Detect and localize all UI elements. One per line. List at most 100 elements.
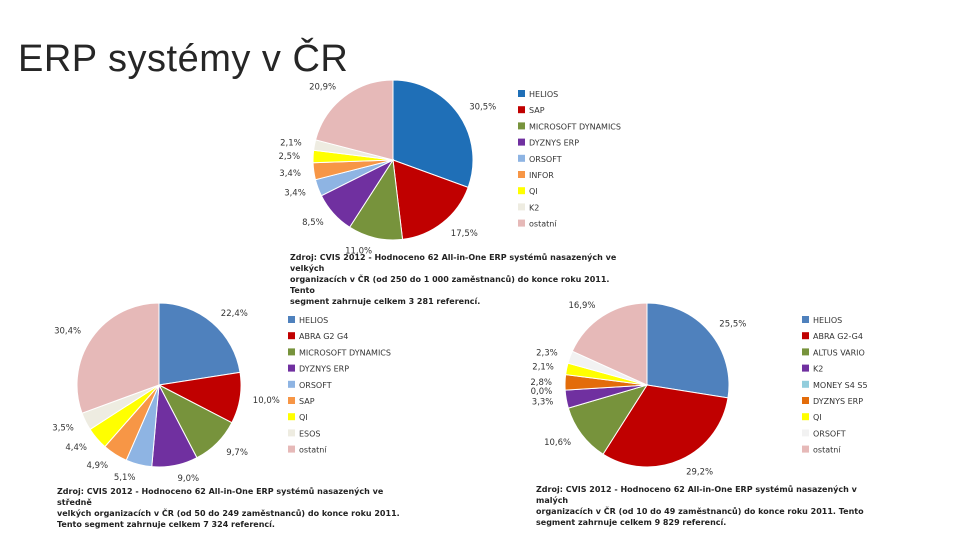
- legend-label: ABRA G2-G4: [813, 332, 863, 341]
- legend-label: DYZNYS ERP: [529, 139, 579, 148]
- legend-swatch: [288, 380, 295, 388]
- legend-swatch: [288, 397, 295, 404]
- legend-swatch: [518, 106, 525, 114]
- slice-data-label: 10,6%: [544, 438, 571, 448]
- legend-swatch: [518, 219, 525, 227]
- legend-swatch: [518, 90, 525, 97]
- legend-label: ABRA G2 G4: [299, 332, 348, 341]
- pie-slice-ostatn-: [571, 302, 648, 386]
- pie-chart-svg: 22,4% 10,0% 9,7% 9,0% 5,1% 4,9% 4,4% 3,5% 30,4% H…: [52, 302, 391, 484]
- legend-label: ESOS: [299, 429, 321, 438]
- legend-label: ostatní: [813, 446, 841, 455]
- legend-label: MONEY S4 S5: [813, 381, 868, 390]
- legend-swatch: [288, 429, 295, 437]
- legend-swatch: [288, 332, 295, 340]
- pie-chart-medium-orgs: 22,4% 10,0% 9,7% 9,0% 5,1% 4,9% 4,4% 3,5% 30,4% H…: [45, 300, 415, 530]
- legend-swatch: [288, 316, 295, 323]
- caption-line: organizacích v ČR (od 250 do 1 000 zaměs…: [290, 275, 610, 295]
- legend-swatch: [518, 203, 525, 211]
- slice-data-label: 2,1%: [532, 362, 554, 372]
- pie-slice-helios: [646, 302, 730, 399]
- slice-data-label: 4,9%: [86, 461, 108, 471]
- legend-label: QI: [529, 187, 538, 196]
- legend-swatch: [518, 154, 525, 162]
- legend-label: ostatní: [529, 220, 557, 229]
- legend-swatch: [288, 348, 295, 356]
- legend-swatch: [518, 138, 525, 146]
- slice-data-label: 3,3%: [532, 398, 554, 408]
- slice-data-label: 2,1%: [280, 139, 302, 149]
- legend-label: DYZNYS ERP: [813, 397, 863, 406]
- caption-line: Zdroj: CVIS 2012 - Hodnoceno 62 All-in-O…: [290, 253, 617, 273]
- slice-data-label: 30,4%: [54, 327, 81, 337]
- slice-data-label: 9,7%: [226, 448, 248, 458]
- pie-chart-svg: 30,5% 17,5% 11,0% 8,5% 3,4% 3,4% 2,5% 2,1% 20,9%…: [278, 79, 621, 257]
- legend-swatch: [288, 364, 295, 372]
- legend-label: SAP: [299, 397, 315, 406]
- slice-data-label: 2,8%: [530, 378, 552, 388]
- caption-line: Tento segment zahrnuje celkem 7 324 refe…: [57, 520, 275, 529]
- legend-label: ALTUS VARIO: [813, 348, 865, 357]
- slice-data-label: 29,2%: [686, 468, 713, 478]
- slice-data-label: 17,5%: [451, 229, 478, 239]
- legend-label: SAP: [529, 106, 545, 115]
- legend-swatch: [802, 397, 809, 404]
- legend-label: QI: [813, 413, 822, 422]
- slide-title: ERP systémy v ČR: [18, 38, 349, 80]
- slice-data-label: 2,5%: [278, 152, 300, 162]
- slice-data-label: 9,0%: [178, 474, 200, 484]
- legend-swatch: [288, 413, 295, 421]
- legend-swatch: [802, 380, 809, 388]
- legend-label: QI: [299, 413, 308, 422]
- pie-chart-small-orgs: 25,5% 29,2% 10,6% 3,3% 0,0% 2,8% 2,1% 2,3% 16,9%…: [530, 300, 900, 528]
- slice-data-label: 5,1%: [114, 473, 136, 483]
- slice-data-label: 30,5%: [469, 103, 496, 113]
- pie-slice-helios: [158, 302, 241, 386]
- legend-swatch: [518, 171, 525, 178]
- legend-label: K2: [529, 203, 539, 212]
- legend-label: MICROSOFT DYNAMICS: [299, 348, 391, 357]
- legend-swatch: [802, 332, 809, 340]
- slice-data-label: 3,4%: [279, 169, 301, 179]
- chart-caption: Zdroj: CVIS 2012 - Hodnoceno 62 All-in-O…: [57, 486, 412, 530]
- caption-line: Zdroj: CVIS 2012 - Hodnoceno 62 All-in-O…: [536, 485, 857, 505]
- legend-label: K2: [813, 365, 823, 374]
- caption-line: velkých organizacích v ČR (od 50 do 249 …: [57, 509, 400, 518]
- pie-slice-ostatn-: [314, 79, 394, 161]
- caption-line: segment zahrnuje celkem 3 281 referencí.: [290, 297, 481, 306]
- legend-swatch: [802, 445, 809, 453]
- legend-swatch: [802, 348, 809, 356]
- legend-label: HELIOS: [529, 90, 558, 99]
- legend-swatch: [802, 364, 809, 372]
- chart-caption: Zdroj: CVIS 2012 - Hodnoceno 62 All-in-O…: [536, 484, 891, 528]
- legend-swatch: [802, 413, 809, 421]
- slice-data-label: 4,4%: [65, 443, 87, 453]
- slice-data-label: 11,0%: [345, 247, 372, 257]
- legend-swatch: [518, 187, 525, 195]
- slice-data-label: 2,3%: [536, 349, 558, 359]
- pie-slice-sap: [392, 159, 469, 240]
- slice-data-label: 10,0%: [253, 396, 280, 406]
- chart-caption: Zdroj: CVIS 2012 - Hodnoceno 62 All-in-O…: [290, 252, 630, 307]
- slice-data-label: 0,0%: [531, 387, 553, 397]
- slice-data-label: 22,4%: [221, 309, 248, 319]
- caption-line: organizacích v ČR (od 10 do 49 zaměstnan…: [536, 507, 864, 516]
- legend-swatch: [802, 429, 809, 437]
- legend-swatch: [518, 122, 525, 130]
- slice-data-label: 3,5%: [52, 423, 74, 433]
- legend-label: MICROSOFT DYNAMICS: [529, 122, 621, 131]
- legend-label: HELIOS: [813, 316, 842, 325]
- slice-data-label: 8,5%: [302, 218, 324, 228]
- pie-chart-svg: 25,5% 29,2% 10,6% 3,3%0,0%2,8% 2,1% 2,3% 16,9%…: [530, 301, 868, 478]
- legend-label: HELIOS: [299, 316, 328, 325]
- legend-label: ostatní: [299, 446, 327, 455]
- legend-label: INFOR: [529, 171, 554, 180]
- slice-data-label: 25,5%: [719, 319, 746, 329]
- pie-slice-helios: [392, 79, 474, 189]
- caption-line: segment zahrnuje celkem 9 829 referencí.: [536, 518, 727, 527]
- pie-slice-ostatn-: [76, 302, 160, 414]
- legend-swatch: [802, 316, 809, 323]
- slice-data-label: 3,4%: [284, 188, 306, 198]
- slice-data-label: 16,9%: [568, 301, 595, 311]
- caption-line: Zdroj: CVIS 2012 - Hodnoceno 62 All-in-O…: [57, 487, 384, 507]
